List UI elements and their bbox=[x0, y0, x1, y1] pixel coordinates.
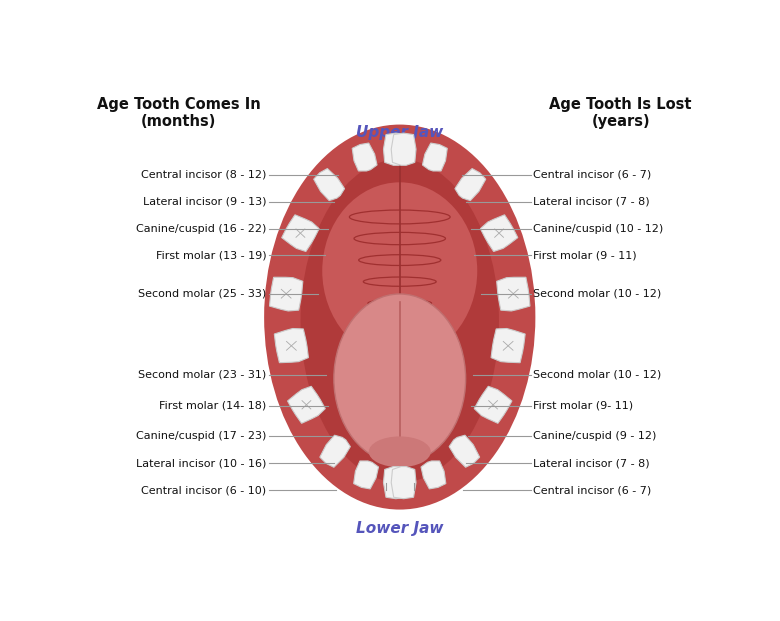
Text: Lateral incisor (9 - 13): Lateral incisor (9 - 13) bbox=[143, 197, 267, 207]
PathPatch shape bbox=[455, 168, 486, 201]
Ellipse shape bbox=[300, 159, 499, 483]
PathPatch shape bbox=[392, 466, 416, 499]
Text: Upper Jaw: Upper Jaw bbox=[356, 125, 443, 140]
PathPatch shape bbox=[282, 215, 319, 252]
PathPatch shape bbox=[392, 133, 416, 165]
Text: First molar (9- 11): First molar (9- 11) bbox=[533, 401, 633, 410]
PathPatch shape bbox=[480, 215, 518, 252]
PathPatch shape bbox=[491, 329, 525, 363]
Ellipse shape bbox=[369, 437, 431, 467]
PathPatch shape bbox=[288, 386, 325, 424]
PathPatch shape bbox=[270, 277, 303, 311]
Text: Age Tooth Comes In
(months): Age Tooth Comes In (months) bbox=[97, 97, 261, 129]
PathPatch shape bbox=[423, 143, 447, 171]
PathPatch shape bbox=[384, 133, 408, 165]
Ellipse shape bbox=[264, 125, 535, 510]
PathPatch shape bbox=[353, 461, 378, 489]
Text: Central incisor (6 - 10): Central incisor (6 - 10) bbox=[141, 486, 267, 496]
Text: Central incisor (6 - 7): Central incisor (6 - 7) bbox=[533, 486, 651, 496]
Text: Lateral incisor (7 - 8): Lateral incisor (7 - 8) bbox=[533, 458, 650, 468]
Ellipse shape bbox=[322, 183, 477, 360]
Text: Lateral incisor (7 - 8): Lateral incisor (7 - 8) bbox=[533, 197, 650, 207]
Text: Canine/cuspid (17 - 23): Canine/cuspid (17 - 23) bbox=[136, 432, 267, 442]
PathPatch shape bbox=[275, 329, 308, 363]
PathPatch shape bbox=[497, 277, 530, 311]
Text: Canine/cuspid (9 - 12): Canine/cuspid (9 - 12) bbox=[533, 432, 657, 442]
Text: Lower Jaw: Lower Jaw bbox=[356, 521, 444, 537]
Text: Second molar (23 - 31): Second molar (23 - 31) bbox=[138, 370, 267, 380]
Text: First molar (13 - 19): First molar (13 - 19) bbox=[156, 250, 267, 260]
PathPatch shape bbox=[474, 386, 512, 424]
Text: Second molar (25 - 33): Second molar (25 - 33) bbox=[138, 289, 267, 299]
PathPatch shape bbox=[421, 461, 446, 489]
Text: First molar (9 - 11): First molar (9 - 11) bbox=[533, 250, 636, 260]
Text: Lateral incisor (10 - 16): Lateral incisor (10 - 16) bbox=[136, 458, 267, 468]
Text: Central incisor (8 - 12): Central incisor (8 - 12) bbox=[141, 170, 267, 179]
Text: Canine/cuspid (16 - 22): Canine/cuspid (16 - 22) bbox=[136, 224, 267, 233]
Text: Canine/cuspid (10 - 12): Canine/cuspid (10 - 12) bbox=[533, 224, 663, 233]
Text: Age Tooth Is Lost
(years): Age Tooth Is Lost (years) bbox=[549, 97, 692, 129]
PathPatch shape bbox=[314, 168, 345, 201]
Text: First molar (14- 18): First molar (14- 18) bbox=[159, 401, 267, 410]
PathPatch shape bbox=[320, 435, 350, 467]
PathPatch shape bbox=[384, 466, 408, 499]
Ellipse shape bbox=[334, 294, 466, 463]
PathPatch shape bbox=[449, 435, 480, 467]
Text: Second molar (10 - 12): Second molar (10 - 12) bbox=[533, 289, 661, 299]
PathPatch shape bbox=[353, 143, 377, 171]
Text: Second molar (10 - 12): Second molar (10 - 12) bbox=[533, 370, 661, 380]
Text: Central incisor (6 - 7): Central incisor (6 - 7) bbox=[533, 170, 651, 179]
